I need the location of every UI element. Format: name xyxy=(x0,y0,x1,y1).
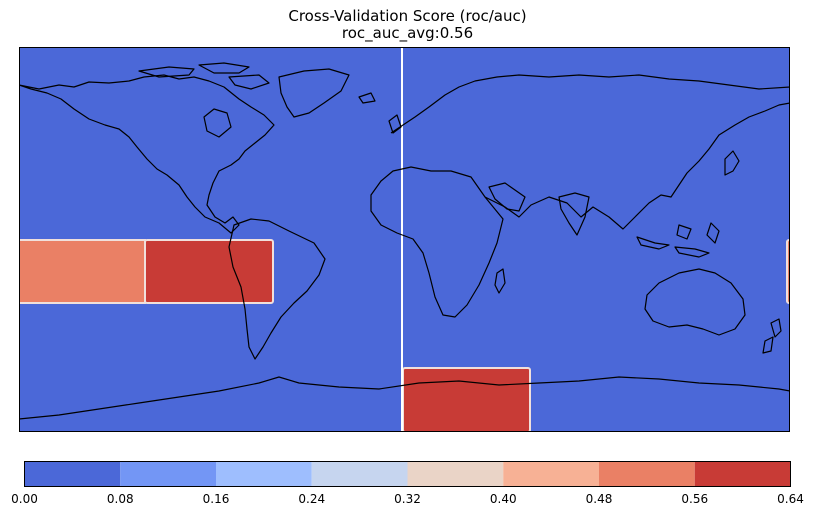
colorbar-segment xyxy=(216,461,312,487)
arctic-islands xyxy=(138,62,270,90)
region-southern-ocean xyxy=(402,367,531,432)
colorbar-segment xyxy=(599,461,695,487)
colorbar-tick-label: 0.16 xyxy=(202,492,230,506)
coastlines xyxy=(19,62,790,420)
colorbar-segment xyxy=(120,461,216,487)
hudson-bay-coast xyxy=(203,108,232,138)
map-frame xyxy=(19,47,790,432)
colorbar-segment xyxy=(311,461,408,487)
colorbar-tick-label: 0.32 xyxy=(394,492,421,506)
japan-coast xyxy=(724,150,740,176)
colorbar-segment xyxy=(407,461,504,487)
chart-title-line1: Cross-Validation Score (roc/auc) xyxy=(288,7,527,25)
colorbar-tick-label: 0.00 xyxy=(11,492,38,506)
colorbar-segment xyxy=(503,461,599,487)
colorbar-tick-label: 0.64 xyxy=(777,492,804,506)
indonesia-islands xyxy=(636,222,720,258)
europe-coast xyxy=(390,74,790,134)
africa-coast xyxy=(370,166,504,318)
chart-title: Cross-Validation Score (roc/auc) roc_auc… xyxy=(0,8,815,42)
madagascar-coast xyxy=(494,268,506,294)
colorbar-tick-label: 0.56 xyxy=(681,492,709,506)
colorbar-tick-label: 0.24 xyxy=(298,492,326,506)
colorbar-tick-label: 0.40 xyxy=(489,492,517,506)
chart-title-line2: roc_auc_avg:0.56 xyxy=(341,24,474,42)
south-america-coast xyxy=(228,218,326,360)
iceland-coast xyxy=(358,92,376,104)
colorbar-tick-label: 0.08 xyxy=(106,492,134,506)
colorbar xyxy=(24,461,791,487)
colorbar-segment xyxy=(694,461,791,487)
greenland-coast xyxy=(278,68,350,118)
new-zealand-coast xyxy=(762,318,782,354)
colorbar-segment xyxy=(24,461,121,487)
colorbar-tick-label: 0.48 xyxy=(585,492,613,506)
arabia-coast xyxy=(488,182,526,212)
world-map xyxy=(19,47,790,432)
region-south-pacific-east xyxy=(144,239,274,304)
region-south-pacific-west xyxy=(19,239,146,304)
british-isles-coast xyxy=(388,114,402,134)
australia-coast xyxy=(644,268,746,336)
asia-coast xyxy=(484,102,790,230)
antarctica-coast xyxy=(19,376,790,420)
north-america-coast xyxy=(19,74,275,234)
india-coast xyxy=(558,192,590,236)
